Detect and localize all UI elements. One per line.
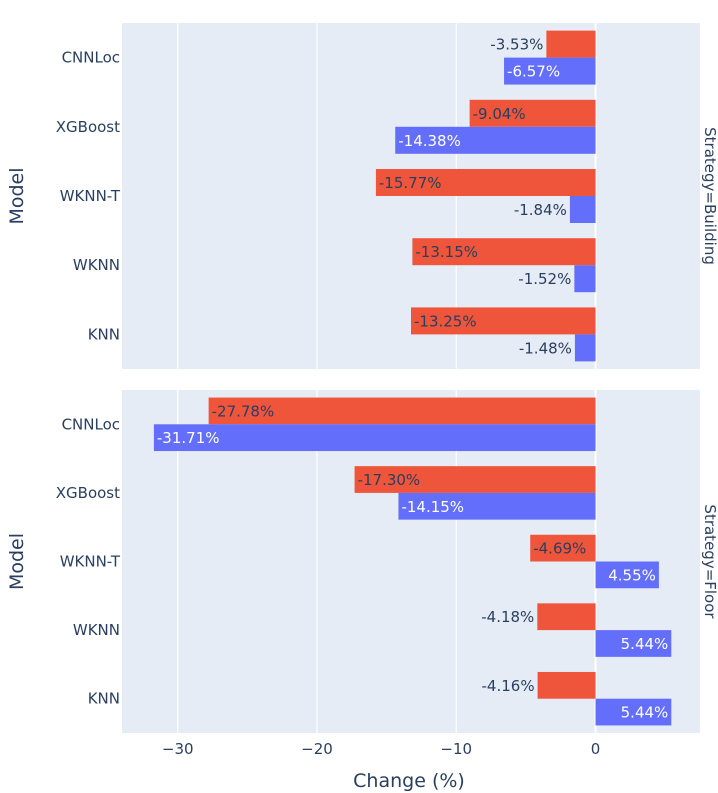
data-label: -1.84% [514,201,567,219]
y-axis-title: Model [6,167,28,224]
y-tick-label: KNN [88,690,120,708]
bar [411,307,596,335]
x-tick-label: −20 [301,740,333,758]
bar [504,57,596,85]
bar [595,561,659,589]
data-label: -1.52% [518,270,571,288]
data-label: -9.04% [473,105,526,123]
bar [469,99,596,127]
bar [395,126,596,154]
bar [412,238,596,266]
data-label: -14.15% [401,498,464,516]
data-label: -6.57% [507,63,560,81]
bar [595,698,672,726]
bar [537,671,596,699]
data-label: -4.69% [533,540,586,558]
data-label: -13.15% [415,243,478,261]
data-label: -27.78% [212,402,275,420]
bar [208,397,596,425]
data-label: -4.18% [481,608,534,626]
data-label: -3.53% [490,36,543,54]
bar [354,466,596,493]
bar [153,424,596,452]
bar [569,196,596,223]
y-tick-label: WKNN [73,256,120,274]
x-tick-label: −10 [440,740,472,758]
bar [546,30,596,58]
bar [398,492,596,520]
bar [537,603,596,631]
x-axis-title: Change (%) [353,770,465,792]
bar [574,265,596,293]
data-label: -4.16% [482,677,535,695]
data-label: -31.71% [157,429,220,447]
y-tick-label: XGBoost [56,484,120,502]
bar [574,334,596,362]
facet-1: CNNLoc -3.53% -6.57% XGBoost -9.04% -14.38% WK… [6,23,718,369]
y-tick-label: CNNLoc [62,415,120,433]
y-axis-title: Model [6,533,28,590]
y-tick-label: KNN [88,325,120,343]
facet-label: Strategy=Building [701,127,718,265]
data-label: -14.38% [398,132,461,150]
y-tick-label: WKNN [73,621,120,639]
x-tick-label: −30 [162,740,194,758]
data-label: 5.44% [621,635,669,653]
data-label: 4.55% [608,566,656,584]
y-tick-label: WKNN-T [60,553,121,571]
y-tick-label: XGBoost [56,118,120,136]
bar [595,630,672,657]
data-label: -15.77% [379,174,442,192]
facet-2: CNNLoc -27.78% -31.71% XGBoost -17.30% -14.15… [6,390,718,733]
x-tick-label: 0 [591,740,601,758]
facet-label: Strategy=Floor [701,504,718,619]
data-label: 5.44% [621,704,669,722]
data-label: -13.25% [414,312,477,330]
data-label: -1.48% [519,339,572,357]
bar [375,169,596,196]
y-tick-label: WKNN-T [60,187,121,205]
bar [530,534,596,562]
data-label: -17.30% [358,471,421,489]
y-tick-label: CNNLoc [62,49,120,67]
